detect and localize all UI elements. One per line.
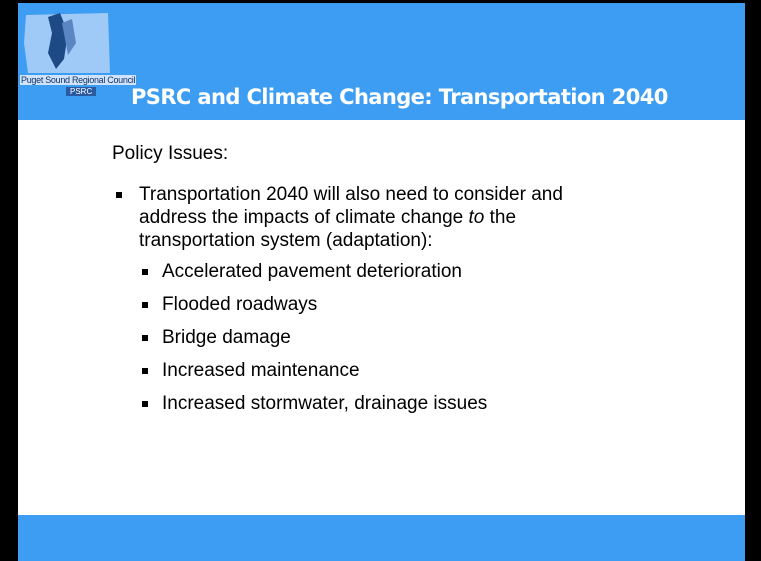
slide-title: PSRC and Climate Change: Transportation … [131, 85, 668, 109]
emphasis: to [468, 207, 485, 228]
sub-bullet: Increased stormwater, drainage issues [112, 392, 592, 415]
logo-map [24, 13, 110, 73]
bullet-text: the transportation system (adaptation): [139, 207, 517, 251]
sub-bullet: Flooded roadways [112, 293, 592, 316]
heading: Policy Issues: [112, 143, 229, 164]
bullet: Transportation 2040 will also need to co… [112, 183, 592, 252]
sub-bullet: Accelerated pavement deterioration [112, 260, 592, 283]
logo-badge: PSRC [66, 87, 97, 96]
bullet-list: Transportation 2040 will also need to co… [112, 183, 592, 425]
sub-bullet-list: Accelerated pavement deterioration Floode… [112, 260, 592, 415]
logo-text: Puget Sound Regional Council [20, 75, 137, 85]
sub-bullet: Bridge damage [112, 326, 592, 349]
sub-bullet: Increased maintenance [112, 359, 592, 382]
header-band: Puget Sound Regional Council PSRC PSRC a… [18, 3, 745, 120]
footer-band [18, 515, 745, 561]
slide: Puget Sound Regional Council PSRC PSRC a… [18, 3, 745, 561]
bullet-text: Transportation 2040 will also need to co… [139, 184, 563, 228]
